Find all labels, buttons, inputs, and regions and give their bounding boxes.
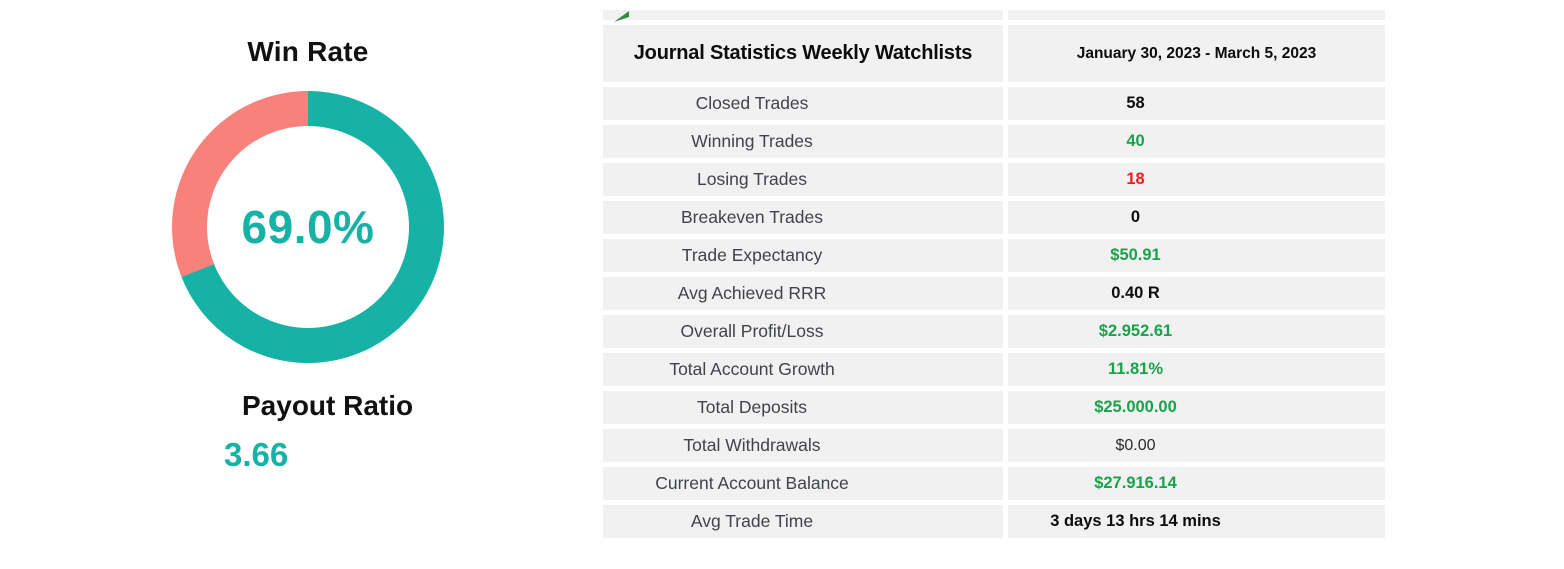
stat-label-cell: Breakeven Trades (603, 201, 1003, 234)
table-row: Avg Trade Time 3 days 13 hrs 14 mins (603, 505, 1385, 538)
stat-label: Trade Expectancy (681, 245, 823, 265)
table-title-cell: Journal Statistics Weekly Watchlists (603, 25, 1003, 82)
stat-value-cell: $2.952.61 (1008, 315, 1385, 348)
stat-value-cell: 3 days 13 hrs 14 mins (1008, 505, 1385, 538)
stat-label-cell: Avg Achieved RRR (603, 277, 1003, 310)
table-row: Avg Achieved RRR 0.40 R (603, 277, 1385, 310)
stat-value: 18 (1126, 170, 1145, 188)
stat-label: Total Deposits (697, 397, 807, 417)
table-row: Total Account Growth 11.81% (603, 353, 1385, 386)
stat-value: 0.40 R (1111, 284, 1160, 302)
table-top-strip-left (603, 10, 1003, 20)
stat-value: 3 days 13 hrs 14 mins (1050, 512, 1221, 530)
stat-label: Total Account Growth (669, 359, 835, 379)
stat-label-cell: Total Account Growth (603, 353, 1003, 386)
table-row: Total Deposits $25.000.00 (603, 391, 1385, 424)
table-row: Breakeven Trades 0 (603, 201, 1385, 234)
stat-value-cell: 18 (1008, 163, 1385, 196)
stat-value-cell: $25.000.00 (1008, 391, 1385, 424)
stat-label: Current Account Balance (655, 473, 849, 493)
stat-value-cell: 11.81% (1008, 353, 1385, 386)
stat-value: 40 (1126, 132, 1145, 150)
stat-label: Avg Trade Time (690, 511, 814, 531)
table-date-cell: January 30, 2023 - March 5, 2023 (1008, 25, 1385, 82)
stat-label-cell: Overall Profit/Loss (603, 315, 1003, 348)
stat-label-cell: Closed Trades (603, 87, 1003, 120)
table-row: Trade Expectancy $50.91 (603, 239, 1385, 272)
table-header-row: Journal Statistics Weekly Watchlists Jan… (603, 25, 1385, 82)
stat-label-cell: Total Deposits (603, 391, 1003, 424)
stat-value: $0.00 (1115, 436, 1156, 454)
stats-rows: Closed Trades 58 Winning Trades 40 Losing Tr… (603, 87, 1385, 538)
stat-label: Overall Profit/Loss (680, 321, 824, 341)
stat-value-cell: 0.40 R (1008, 277, 1385, 310)
stat-label: Total Withdrawals (683, 435, 821, 455)
stat-value: $25.000.00 (1094, 398, 1177, 416)
stat-label-cell: Winning Trades (603, 125, 1003, 158)
stat-value-cell: $27.916.14 (1008, 467, 1385, 500)
stat-label-cell: Current Account Balance (603, 467, 1003, 500)
stat-label: Winning Trades (691, 131, 813, 151)
table-top-strip-right (1008, 10, 1385, 20)
green-flag-icon (614, 11, 629, 22)
table-date-range: January 30, 2023 - March 5, 2023 (1076, 44, 1317, 62)
stat-value: $27.916.14 (1094, 474, 1177, 492)
stat-value-cell: $0.00 (1008, 429, 1385, 462)
stat-label: Losing Trades (697, 169, 807, 189)
donut-hole: 69.0% (207, 126, 409, 328)
stat-value: 11.81% (1107, 360, 1164, 378)
stat-label: Avg Achieved RRR (677, 283, 827, 303)
win-rate-title: Win Rate (247, 36, 369, 67)
journal-statistics-table: Journal Statistics Weekly Watchlists Jan… (603, 10, 1385, 538)
table-row: Winning Trades 40 (603, 125, 1385, 158)
stat-value-cell: 58 (1008, 87, 1385, 120)
table-title: Journal Statistics Weekly Watchlists (633, 42, 973, 64)
stat-value: $2.952.61 (1098, 322, 1173, 340)
stat-label: Closed Trades (695, 93, 809, 113)
table-row: Total Withdrawals $0.00 (603, 429, 1385, 462)
stat-value-cell: $50.91 (1008, 239, 1385, 272)
win-rate-donut-chart: 69.0% (172, 91, 444, 363)
table-row: Current Account Balance $27.916.14 (603, 467, 1385, 500)
table-row: Losing Trades 18 (603, 163, 1385, 196)
stat-label-cell: Avg Trade Time (603, 505, 1003, 538)
stat-label-cell: Total Withdrawals (603, 429, 1003, 462)
win-rate-value: 69.0% (241, 201, 375, 253)
stat-value-cell: 40 (1008, 125, 1385, 158)
table-top-strip (603, 10, 1385, 20)
table-row: Overall Profit/Loss $2.952.61 (603, 315, 1385, 348)
stat-value-cell: 0 (1008, 201, 1385, 234)
stat-label: Breakeven Trades (680, 207, 824, 227)
stat-label-cell: Trade Expectancy (603, 239, 1003, 272)
stat-value: 0 (1130, 208, 1141, 226)
payout-ratio-value: 3.66 (224, 436, 289, 473)
table-row: Closed Trades 58 (603, 87, 1385, 120)
stat-label-cell: Losing Trades (603, 163, 1003, 196)
payout-ratio-title: Payout Ratio (242, 390, 414, 421)
stat-value: $50.91 (1110, 246, 1161, 264)
stat-value: 58 (1126, 94, 1145, 112)
